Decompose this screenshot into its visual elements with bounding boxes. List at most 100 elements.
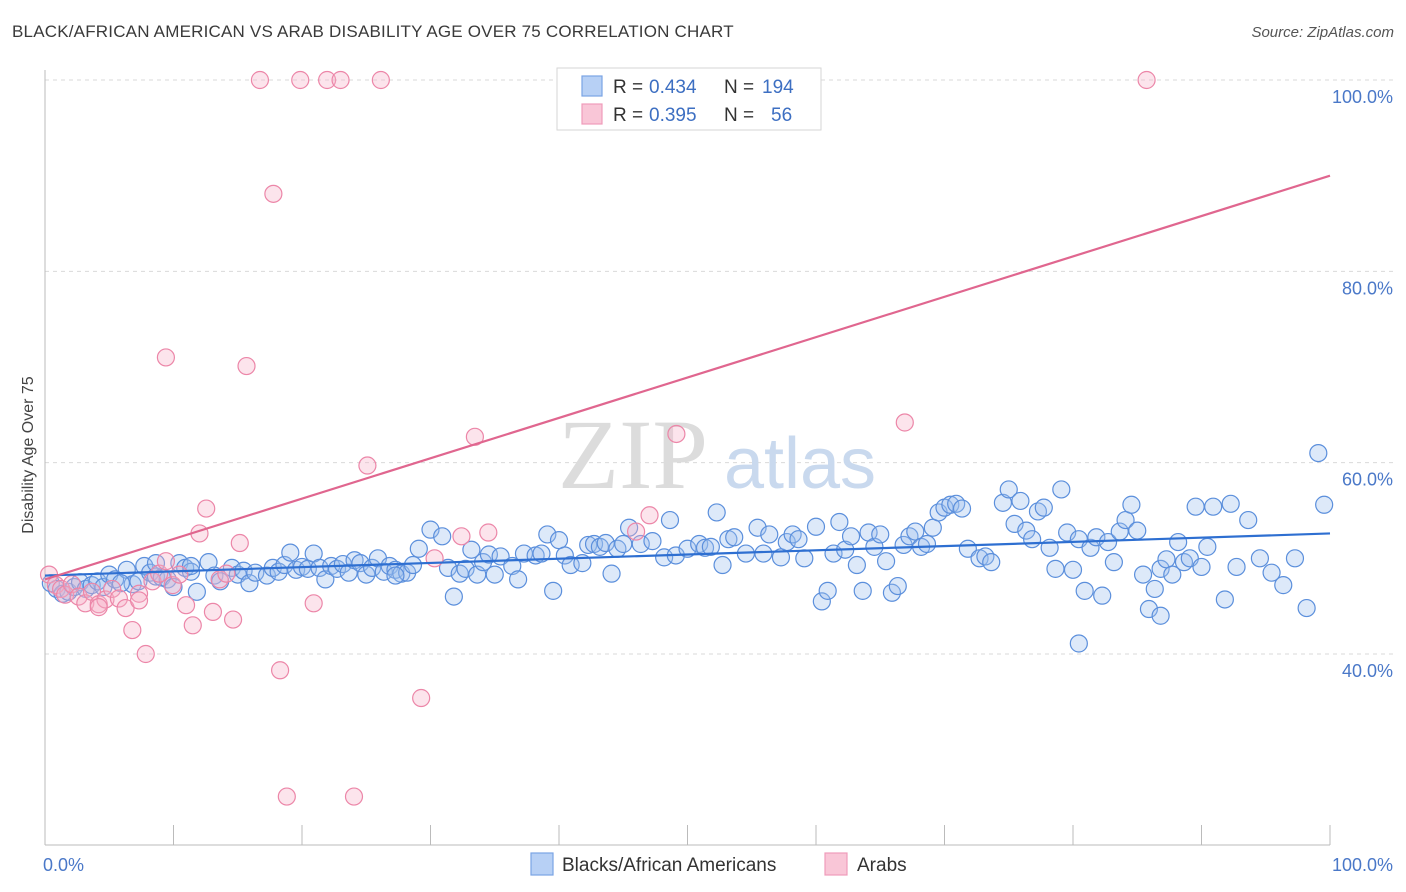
point-points-blue-173 <box>1169 532 1188 552</box>
point-points-blue-190 <box>1315 495 1334 514</box>
point-points-blue-60 <box>421 520 440 539</box>
point-points-blue-103 <box>725 528 744 547</box>
point-points-blue-76 <box>532 544 551 563</box>
point-points-blue-121 <box>853 581 872 600</box>
point-points-blue-58 <box>409 539 428 558</box>
point-points-blue-65 <box>456 559 475 578</box>
y-tick-label-1: 60.0% <box>1342 470 1393 490</box>
point-points-blue-93 <box>655 548 674 567</box>
point-points-blue-181 <box>1221 494 1240 513</box>
point-points-blue-37 <box>281 543 300 562</box>
point-points-pink-25 <box>203 602 223 622</box>
point-points-blue-188 <box>1297 598 1316 618</box>
y-tick-label-2: 80.0% <box>1342 278 1393 298</box>
point-points-blue-117 <box>830 512 849 532</box>
point-points-pink-43 <box>425 549 444 568</box>
point-points-pink-37 <box>318 70 337 90</box>
point-points-pink-35 <box>291 70 310 90</box>
legend-n-label-pink: N = <box>724 105 754 126</box>
point-points-pink-11 <box>109 589 128 608</box>
point-points-blue-157 <box>1075 581 1094 600</box>
legend-r-value-blue: 0.434 <box>649 77 697 98</box>
point-points-blue-169 <box>1145 579 1164 599</box>
point-points-blue-153 <box>1052 480 1071 499</box>
point-points-blue-192 <box>1069 634 1088 653</box>
point-points-blue-179 <box>1204 497 1223 516</box>
point-points-blue-142 <box>982 553 1001 572</box>
point-points-blue-113 <box>806 517 826 536</box>
point-points-blue-24 <box>187 582 206 601</box>
point-points-blue-145 <box>1005 514 1024 533</box>
point-points-blue-59 <box>403 555 423 575</box>
y-tick-labels: 40.0% 60.0% 80.0% 100.0% <box>1332 87 1393 681</box>
point-points-blue-193 <box>386 566 405 585</box>
point-points-blue-132 <box>917 534 937 554</box>
point-points-blue-182 <box>1227 557 1246 577</box>
point-points-pink-51 <box>1137 70 1156 90</box>
point-points-pink-9 <box>96 590 115 609</box>
legend: R = 0.434 N = 194 R = 0.395 N = 56 <box>556 67 822 131</box>
point-points-blue-73 <box>509 570 528 589</box>
y-tick-label-0: 40.0% <box>1342 661 1393 681</box>
point-points-blue-94 <box>660 510 680 530</box>
axes <box>44 70 1331 846</box>
y-tick-label-3: 100.0% <box>1332 87 1393 107</box>
point-points-pink-24 <box>197 499 216 518</box>
y-axis-label: Disability Age Over 75 <box>20 376 37 534</box>
trend-line-blacks-african-americans <box>44 532 1331 577</box>
point-points-blue-136 <box>941 495 960 514</box>
point-points-pink-40 <box>358 456 377 475</box>
point-points-blue-63 <box>444 587 463 606</box>
point-points-pink-34 <box>277 787 296 806</box>
point-points-pink-42 <box>412 688 431 708</box>
point-points-blue-100 <box>707 503 726 522</box>
point-points-blue-81 <box>561 555 580 575</box>
point-points-blue-78 <box>544 581 563 600</box>
point-points-blue-187 <box>1285 549 1305 568</box>
point-points-blue-120 <box>847 555 866 575</box>
point-points-blue-196 <box>111 574 131 593</box>
point-points-blue-70 <box>485 565 504 584</box>
point-points-pink-54 <box>129 591 149 610</box>
point-points-blue-106 <box>754 544 773 563</box>
legend-r-label-pink: R = <box>613 105 643 126</box>
point-points-pink-32 <box>264 184 283 203</box>
point-points-blue-137 <box>947 494 966 513</box>
point-points-blue-107 <box>760 525 779 544</box>
point-points-pink-13 <box>123 620 142 640</box>
point-points-pink-39 <box>344 787 364 806</box>
point-points-blue-89 <box>614 534 633 554</box>
point-points-blue-79 <box>549 531 569 550</box>
point-points-blue-99 <box>701 537 720 556</box>
point-points-blue-165 <box>1122 495 1141 514</box>
point-points-pink-14 <box>129 584 149 603</box>
point-points-pink-48 <box>640 506 659 525</box>
point-points-blue-119 <box>841 527 861 546</box>
point-points-blue-155 <box>1063 560 1083 579</box>
legend-r-label-blue: R = <box>613 77 643 98</box>
point-points-blue-191 <box>1151 606 1170 625</box>
point-points-pink-18 <box>156 552 176 571</box>
watermark-zip: ZIP <box>558 399 708 510</box>
point-points-blue-129 <box>900 527 919 546</box>
point-points-blue-92 <box>643 532 662 551</box>
point-points-pink-30 <box>237 356 256 376</box>
point-points-blue-115 <box>818 581 837 600</box>
point-points-pink-36 <box>304 594 323 613</box>
chart-title: BLACK/AFRICAN AMERICAN VS ARAB DISABILIT… <box>12 22 734 41</box>
point-points-blue-186 <box>1274 576 1293 595</box>
bottom-legend-label-pink: Arabs <box>857 855 907 876</box>
point-points-blue-160 <box>1093 586 1112 605</box>
point-points-pink-50 <box>895 413 914 432</box>
point-points-blue-146 <box>1011 491 1030 511</box>
point-points-pink-49 <box>667 424 686 444</box>
point-points-blue-110 <box>783 525 802 544</box>
point-points-pink-33 <box>270 661 290 680</box>
point-points-blue-172 <box>1163 565 1182 584</box>
point-points-blue-72 <box>503 556 522 576</box>
point-points-pink-22 <box>183 616 202 635</box>
point-points-blue-61 <box>433 527 452 546</box>
point-points-blue-143 <box>993 493 1013 512</box>
point-points-blue-124 <box>871 525 890 544</box>
point-points-blue-166 <box>1128 521 1147 540</box>
